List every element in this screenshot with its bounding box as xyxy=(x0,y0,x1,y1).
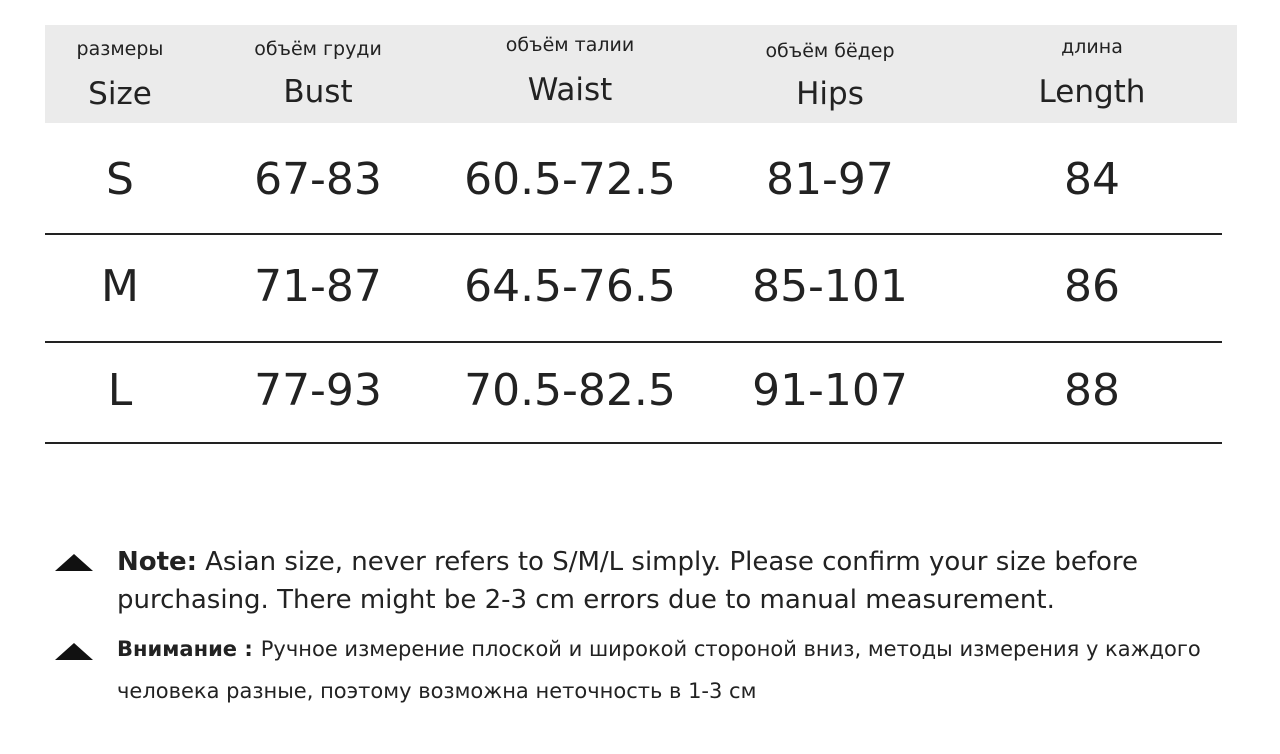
note-text: Внимание : Ручное измерение плоской и шир… xyxy=(117,628,1257,712)
cell-value: 85-101 xyxy=(752,261,908,312)
row-rule xyxy=(45,233,1222,235)
cell-value: L xyxy=(107,365,133,416)
header-en: Length xyxy=(1038,74,1146,110)
note-label: Note: xyxy=(117,547,198,577)
cell-value: 67-83 xyxy=(254,154,382,205)
cell-value: 81-97 xyxy=(766,154,894,205)
cell-value: 70.5-82.5 xyxy=(464,365,676,416)
cell-value: M xyxy=(101,261,139,312)
header-en: Bust xyxy=(283,74,353,110)
note-label: Внимание : xyxy=(117,637,253,661)
header-ru: объём груди xyxy=(254,38,382,60)
cell-value: 60.5-72.5 xyxy=(464,154,676,205)
header-en: Waist xyxy=(527,72,613,108)
cell-value: 77-93 xyxy=(254,365,382,416)
cell-value: 91-107 xyxy=(752,365,908,416)
cell-value: 84 xyxy=(1064,154,1120,205)
note-icon xyxy=(55,554,93,571)
cell-value: 71-87 xyxy=(254,261,382,312)
row-rule xyxy=(45,341,1222,343)
cell-value: 86 xyxy=(1064,261,1120,312)
header-band xyxy=(45,25,1237,123)
note-text: Note: Asian size, never refers to S/M/L s… xyxy=(117,543,1257,619)
note-icon xyxy=(55,643,93,660)
header-en: Size xyxy=(88,76,152,112)
cell-value: 64.5-76.5 xyxy=(464,261,676,312)
header-en: Hips xyxy=(796,76,864,112)
cell-value: S xyxy=(106,154,134,205)
header-ru: объём талии xyxy=(505,34,635,56)
note-body: Ручное измерение плоской и широкой сторо… xyxy=(117,637,1201,703)
cell-value: 88 xyxy=(1064,365,1120,416)
header-ru: длина xyxy=(1061,36,1123,58)
header-ru: объём бёдер xyxy=(765,40,895,62)
row-rule xyxy=(45,442,1222,444)
header-ru: размеры xyxy=(76,38,164,60)
note-body: Asian size, never refers to S/M/L simply… xyxy=(117,547,1139,615)
